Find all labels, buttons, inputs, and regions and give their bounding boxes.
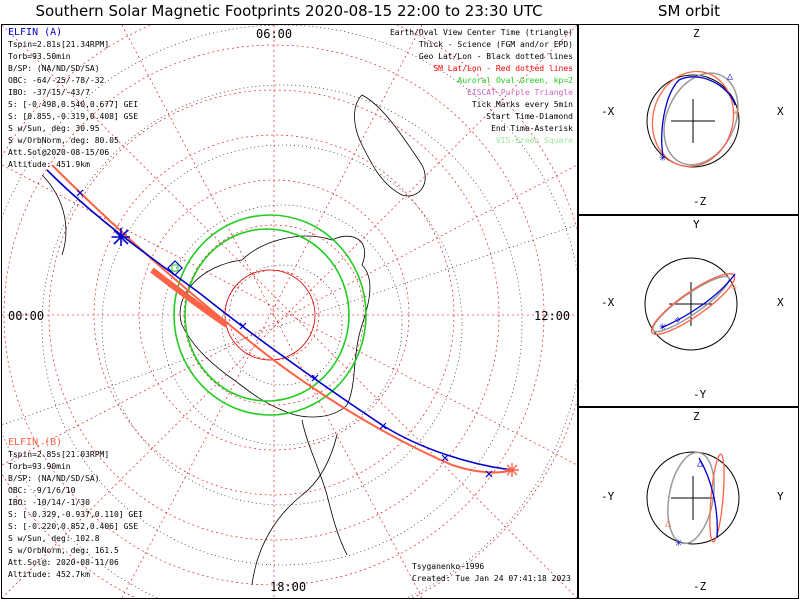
sm-pole-circle (224, 269, 316, 361)
sm-yz-right-label: Y (777, 490, 784, 503)
sm-xy-right-label: X (777, 296, 784, 309)
elfin-a-line-0: Tspin=2.81s[21.34RPM] (8, 40, 110, 49)
elfin-a-end-asterisk (112, 228, 130, 246)
elfin-a-line-4: IBO: -37/15/-43/7 (8, 88, 90, 97)
elfin-b-line-7: S w/Sun, deg: 102.8 (8, 534, 100, 543)
elfin-a-line-1: Torb=93.50min (8, 52, 71, 61)
sm-panel-yz: ✳ △ △ Z -Z -Y Y (578, 407, 799, 599)
elfin-b-line-2: B/SP: (NA/ND/SD/SA) (8, 474, 100, 483)
svg-text:✳: ✳ (733, 107, 739, 118)
sm-yz-top-label: Z (693, 410, 700, 423)
sm-xz-bottom-label: -Z (693, 195, 707, 208)
legend-start-time: Start Time-Diamond (486, 112, 573, 121)
antarctic-peninsula (301, 419, 348, 556)
vis-green-square (171, 264, 179, 272)
legend-eiscat: EISCAT-Purple Triangle (467, 88, 573, 97)
elfin-a-line-9: Att.Sol@2020-08-15/06 (8, 148, 110, 157)
elfin-a-start-diamond (167, 260, 183, 276)
elfin-b-line-5: S: [-0.329,-0.937,0.110] GEI (8, 510, 143, 519)
elfin-b-line-4: IBO: -10/14/-1/30 (8, 498, 90, 507)
tick-bottom: 18:00 (270, 580, 307, 594)
svg-text:△: △ (727, 71, 733, 82)
tick-left: 00:00 (8, 309, 45, 323)
sm-yz-bottom-label: -Z (693, 580, 707, 593)
elfin-b-line-3: OBC: -9/1/6/10 (8, 486, 76, 495)
south-america-coast (251, 434, 338, 586)
elfin-b-title: ELFIN (B) (8, 437, 63, 448)
sm-yz-left-label: -Y (601, 490, 615, 503)
page-title: Southern Solar Magnetic Footprints 2020-… (35, 2, 543, 20)
legend-geo-grid: Geo Lat/Lon - Black dotted lines (418, 52, 573, 61)
sm-xz-top-label: Z (693, 27, 700, 40)
elfin-a-line-3: OBC: -64/-25/-78/-32 (8, 76, 105, 85)
sm-grid (2, 25, 577, 598)
sm-xy-bottom-label: -Y (693, 388, 707, 401)
elfin-a-line-5: S: [-0.498,0.540,0.677] GEI (8, 100, 139, 109)
sm-panel-yz-svg: ✳ △ △ (646, 451, 740, 549)
elfin-b-line-8: S w/OrbNorm, deg: 161.5 (8, 546, 119, 555)
elfin-a-line-7: S w/Sun, deg: 30.95 (8, 124, 100, 133)
elfin-a-ticks (76, 189, 493, 478)
legend-auroral-oval: Auroral Oval-Green, kp=2 (457, 76, 573, 85)
legend-tick-marks: Tick Marks every 5min (471, 100, 573, 109)
footprint-map-svg (2, 25, 577, 598)
footer-created: Created: Tue Jan 24 07:41:18 2023 (412, 574, 571, 583)
svg-text:✳: ✳ (659, 319, 666, 333)
legend-view-center: Earth/Oval View Center Time (triangle) (389, 28, 573, 37)
elfin-b-line-10: Altitude: 452.7km (8, 570, 90, 579)
sm-panel-xy-svg: ✳ ◇ ✳ (644, 257, 738, 351)
footer-author: Tsyganenko-1996 (412, 562, 485, 571)
elfin-b-line-9: Att.Sol@: 2020-08-11/06 (8, 558, 119, 567)
svg-text:✳: ✳ (675, 535, 682, 549)
footprint-map: 06:00 00:00 12:00 18:00 ELFIN (A) Tspin=… (1, 24, 578, 599)
elfin-a-line-6: S: [0.855,-0.319,0.408] GSE (8, 112, 139, 121)
elfin-b-line-0: Tspin=2.85s[21.03RPM] (8, 450, 110, 459)
elfin-a-title: ELFIN (A) (8, 27, 63, 38)
tick-top: 06:00 (256, 27, 293, 41)
elfin-a-line-2: B/SP: (NA/ND/SD/SA) (8, 64, 100, 73)
svg-text:✳: ✳ (731, 282, 737, 293)
svg-text:✳: ✳ (659, 150, 666, 164)
australia-coast (354, 94, 426, 197)
africa-coast (41, 174, 67, 256)
sm-panel-xz-svg: ✳ △ ✳ (646, 70, 740, 168)
sm-panel-xz: ✳ △ ✳ Z -Z -X X (578, 24, 799, 215)
sm-xz-right-label: X (777, 105, 784, 118)
legend-sm-grid: SM Lat/Lon - Red dotted lines (433, 64, 573, 73)
sm-xy-left-label: -X (601, 296, 615, 309)
elfin-b-end-asterisk (505, 463, 519, 477)
svg-text:◇: ◇ (675, 315, 681, 325)
svg-text:△: △ (665, 518, 671, 529)
sm-panel-xy: ✳ ◇ ✳ Y -Y -X X (578, 215, 799, 407)
svg-text:△: △ (697, 458, 703, 469)
legend-thick-science: Thick - Science (FGM and/or EPD) (418, 40, 573, 49)
auroral-oval (173, 214, 367, 416)
elfin-b-line-6: S: [-0.220,0.852,0.406] GSE (8, 522, 139, 531)
sm-xz-left-label: -X (601, 105, 615, 118)
legend-vis: VIS-Green Square (495, 136, 573, 145)
elfin-b-track (51, 164, 513, 474)
elfin-a-line-8: S w/OrbNorm, deg: 80.05 (8, 136, 119, 145)
legend-end-time: End Time-Asterisk (491, 124, 573, 133)
sm-orbit-title: SM orbit (657, 2, 721, 20)
elfin-b-science (150, 267, 229, 328)
antarctica-coast (179, 235, 371, 418)
elfin-b-line-1: Torb=93.90min (8, 462, 71, 471)
elfin-a-line-10: Altitude: 451.9km (8, 160, 90, 169)
tick-right: 12:00 (534, 309, 571, 323)
sm-xy-top-label: Y (693, 218, 700, 231)
